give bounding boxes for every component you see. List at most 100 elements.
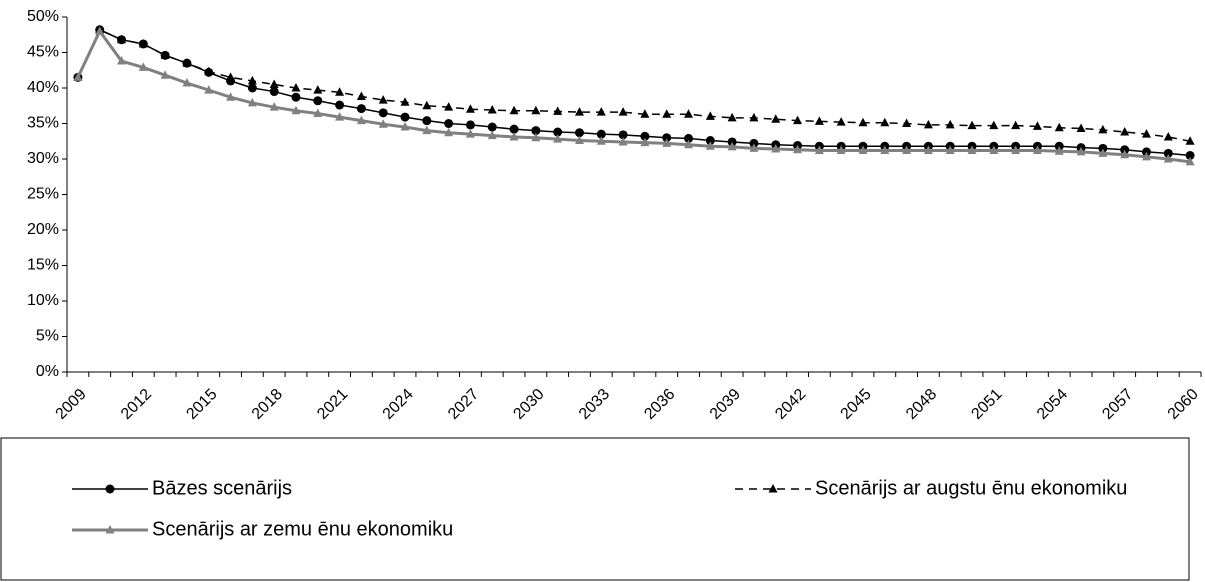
data-point xyxy=(945,119,955,129)
data-point xyxy=(945,145,955,154)
data-point xyxy=(444,127,454,137)
data-point xyxy=(618,107,628,116)
data-point xyxy=(1185,156,1195,166)
data-point xyxy=(1185,150,1195,160)
data-point xyxy=(1120,149,1130,159)
data-point xyxy=(269,87,279,97)
data-point xyxy=(1163,154,1173,163)
data-point xyxy=(640,137,650,147)
data-point xyxy=(880,117,890,127)
data-point xyxy=(335,100,345,110)
data-point xyxy=(967,120,977,130)
data-point xyxy=(465,104,475,113)
data-point xyxy=(1011,120,1021,130)
series-line xyxy=(76,28,1191,164)
data-point xyxy=(749,112,759,122)
x-tick-label: 2060 xyxy=(1165,386,1202,423)
x-tick-label: 2039 xyxy=(707,386,744,423)
data-point xyxy=(247,97,257,107)
data-point xyxy=(204,66,214,76)
data-point xyxy=(117,56,127,65)
data-point xyxy=(335,112,345,121)
data-point xyxy=(1098,148,1108,157)
data-point xyxy=(793,115,803,125)
data-point xyxy=(836,117,846,126)
data-point xyxy=(640,131,650,141)
data-point xyxy=(880,145,890,154)
data-point xyxy=(356,115,366,125)
data-point xyxy=(1032,121,1042,130)
data-point xyxy=(138,62,148,71)
x-tick-label: 2054 xyxy=(1034,386,1071,423)
data-point xyxy=(509,105,519,115)
legend-marker xyxy=(105,525,115,534)
data-point xyxy=(291,83,301,92)
data-point xyxy=(422,100,432,110)
data-point xyxy=(662,138,672,147)
data-point xyxy=(553,106,563,115)
data-point xyxy=(902,145,912,154)
data-point xyxy=(378,108,388,118)
data-point xyxy=(1054,146,1064,155)
series-line xyxy=(77,28,1191,157)
data-point xyxy=(923,145,933,154)
data-point xyxy=(1141,151,1151,161)
data-point xyxy=(989,120,999,130)
data-point xyxy=(1185,136,1195,145)
x-tick-label: 2012 xyxy=(118,386,155,423)
data-point xyxy=(335,87,345,96)
data-point xyxy=(247,75,257,85)
data-point xyxy=(313,108,323,118)
data-point xyxy=(749,143,759,152)
data-point xyxy=(465,129,475,138)
data-point xyxy=(1141,129,1151,138)
x-tick-label: 2021 xyxy=(314,386,351,423)
x-tick-label: 2045 xyxy=(838,386,875,423)
data-point xyxy=(487,105,497,114)
x-tick-label: 2018 xyxy=(249,386,286,423)
data-point xyxy=(814,145,824,154)
data-point xyxy=(531,105,541,115)
data-point xyxy=(923,119,933,129)
x-tick-label: 2030 xyxy=(510,386,547,423)
data-point xyxy=(640,109,650,118)
data-point xyxy=(596,129,606,139)
y-tick-label: 25% xyxy=(27,186,59,203)
data-point xyxy=(531,132,541,142)
data-point xyxy=(1120,127,1130,136)
data-point xyxy=(269,79,279,88)
y-tick-label: 10% xyxy=(27,292,59,309)
data-point xyxy=(1032,145,1042,154)
x-tick-label: 2015 xyxy=(183,386,220,423)
data-point xyxy=(705,136,715,146)
y-tick-label: 0% xyxy=(36,363,59,380)
y-tick-label: 20% xyxy=(27,221,59,238)
data-point xyxy=(444,119,454,128)
x-tick-label: 2009 xyxy=(53,386,90,423)
x-tick-label: 2036 xyxy=(641,386,678,423)
data-point xyxy=(400,112,410,122)
x-tick-label: 2033 xyxy=(576,386,613,423)
legend-marker xyxy=(105,484,115,494)
data-point xyxy=(422,125,432,135)
data-point xyxy=(313,96,323,106)
data-point xyxy=(226,72,236,81)
data-point xyxy=(618,136,628,146)
data-point xyxy=(684,139,694,149)
x-tick-label: 2057 xyxy=(1099,386,1136,423)
y-tick-label: 35% xyxy=(27,115,59,132)
data-point xyxy=(138,38,148,48)
data-point xyxy=(444,102,454,111)
data-point xyxy=(378,119,388,128)
data-point xyxy=(160,70,170,79)
legend-label: Bāzes scenārijs xyxy=(152,477,292,499)
data-point xyxy=(356,91,366,101)
data-point xyxy=(487,130,497,140)
x-tick-label: 2042 xyxy=(772,386,809,423)
data-point xyxy=(967,145,977,154)
data-point xyxy=(291,92,301,102)
data-point xyxy=(836,145,846,154)
data-point xyxy=(182,58,192,67)
x-tick-label: 2024 xyxy=(380,386,417,423)
data-point xyxy=(574,128,584,138)
